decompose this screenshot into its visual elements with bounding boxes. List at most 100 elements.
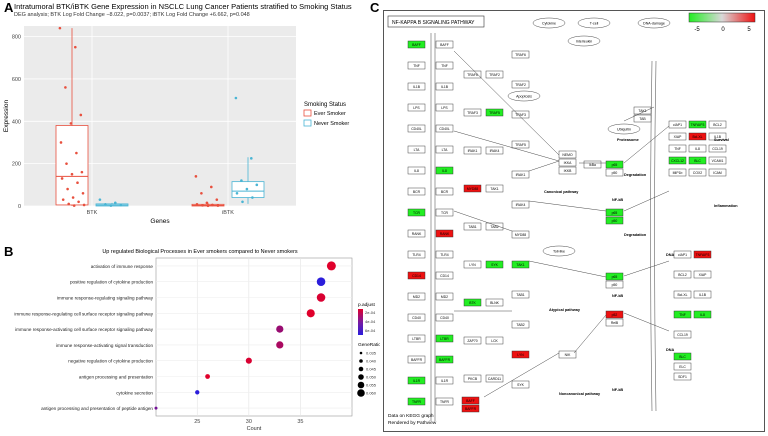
- annotation-oval: [577, 17, 611, 29]
- annotation-oval: [507, 90, 541, 102]
- data-point: [245, 357, 252, 364]
- category-label: positive regulation of cytokine producti…: [70, 280, 153, 285]
- data-point: [75, 151, 78, 155]
- gene-node: [485, 108, 504, 117]
- data-point: [72, 204, 76, 207]
- color-legend-label: 2e-04: [365, 310, 376, 315]
- gene-node: [485, 184, 504, 193]
- gene-label: CD14: [412, 274, 421, 278]
- gene-node: [688, 132, 707, 141]
- gene-label: SYK: [491, 263, 499, 267]
- data-point: [316, 293, 326, 302]
- gene-label: VCAM1: [712, 159, 724, 163]
- category-label: antigen processing and presentation: [79, 375, 154, 380]
- gene-node: [435, 250, 454, 259]
- gene-label: ZAP70: [467, 339, 477, 343]
- gene-node: [485, 260, 504, 269]
- data-point: [316, 277, 326, 286]
- gene-label: IL8: [414, 169, 419, 173]
- gene-label: BCR: [413, 190, 421, 194]
- gene-label: p65: [612, 275, 618, 279]
- size-legend-label: 0.045: [366, 367, 377, 372]
- gene-label: MYD88: [515, 233, 526, 237]
- gene-node: [673, 330, 692, 339]
- data-point: [216, 204, 220, 207]
- gene-label: BAFFR: [465, 407, 477, 411]
- pathway-label: Inflammation: [714, 204, 738, 208]
- gene-label: p50: [612, 283, 618, 287]
- gene-node: [463, 374, 482, 383]
- data-point: [241, 200, 244, 204]
- pathway-label: Proteasome: [617, 138, 639, 142]
- gene-node: [668, 132, 687, 141]
- data-point: [77, 200, 80, 204]
- gene-node: [673, 250, 692, 259]
- gene-label: RANK: [412, 232, 422, 236]
- pathway-arrow: [453, 130, 560, 162]
- gene-node: [407, 187, 426, 196]
- data-point: [306, 309, 315, 318]
- gene-node: [435, 166, 454, 175]
- pathway-title-box: [387, 15, 485, 28]
- gene-node: [693, 250, 712, 259]
- gene-label: CD40L: [411, 127, 422, 131]
- panel-c-pathway: NF-KAPPA B SIGNALING PATHWAY -5 0 5 BAFF TNF I…: [383, 10, 765, 432]
- pathway-label: NF-kB: [612, 198, 623, 202]
- gene-node: [485, 146, 504, 155]
- panel-b-title: Up regulated Biological Processes in Eve…: [102, 249, 298, 255]
- data-point: [109, 204, 113, 207]
- category-label: immune response-regulating signaling pat…: [57, 296, 154, 301]
- pathway-label: Noncanonical pathway: [559, 392, 601, 396]
- category-label: negative regulation of cytokine producti…: [68, 359, 153, 364]
- gene-node: [693, 270, 712, 279]
- pathway-label: Degradation: [624, 233, 647, 237]
- gene-label: LYN: [517, 353, 524, 357]
- pathway-arrow: [623, 125, 670, 164]
- gene-label: TRAF6: [467, 73, 478, 77]
- x-tick-label: 35: [297, 419, 303, 425]
- gene-node: [673, 290, 692, 299]
- gene-label: TAK1: [490, 187, 498, 191]
- gene-node: [435, 82, 454, 91]
- annotation-label: Apoptosis: [516, 95, 532, 99]
- gene-label: MYD88: [467, 187, 478, 191]
- gene-node: [633, 114, 652, 123]
- size-legend-dot: [358, 374, 364, 380]
- gene-label: TRAF5: [515, 143, 526, 147]
- pathway-arrow: [453, 210, 513, 232]
- data-point: [69, 122, 73, 125]
- gene-label: TNF: [441, 64, 448, 68]
- annotation-oval: [532, 17, 566, 29]
- gene-label: TNFAIP3: [691, 123, 705, 127]
- data-point: [276, 325, 284, 333]
- data-point: [195, 203, 199, 206]
- size-legend-label: 0.035: [366, 351, 377, 356]
- gene-label: IL1R: [441, 379, 449, 383]
- size-legend-label: 0.060: [366, 391, 377, 396]
- gene-node: [435, 355, 454, 364]
- gene-label: IL1B: [441, 85, 449, 89]
- gene-node: [558, 166, 577, 175]
- gene-label: TLR4: [412, 253, 420, 257]
- gene-node: [407, 166, 426, 175]
- category-label: immune response-activating cell surface …: [15, 327, 154, 332]
- gene-label: NIK: [565, 353, 571, 357]
- gene-node: [511, 200, 530, 209]
- gene-node: [435, 40, 454, 49]
- gene-node: [485, 222, 504, 231]
- gene-label: RANK: [440, 232, 450, 236]
- gene-label: TAB: [639, 117, 646, 121]
- gene-label: TRAF5: [489, 111, 500, 115]
- gene-label: IRAK1: [516, 173, 526, 177]
- gene-label: BAFFR: [411, 358, 423, 362]
- gene-node: [407, 271, 426, 280]
- data-point: [67, 202, 70, 206]
- gene-label: TLR4: [440, 253, 448, 257]
- gene-label: CXCL12: [671, 159, 684, 163]
- color-legend-label: 4e-04: [365, 319, 376, 324]
- pathway-label: NF-kB: [612, 294, 623, 298]
- data-point: [195, 390, 200, 395]
- data-point: [66, 187, 69, 191]
- gene-node: [583, 160, 602, 169]
- gene-label: LPS: [441, 106, 448, 110]
